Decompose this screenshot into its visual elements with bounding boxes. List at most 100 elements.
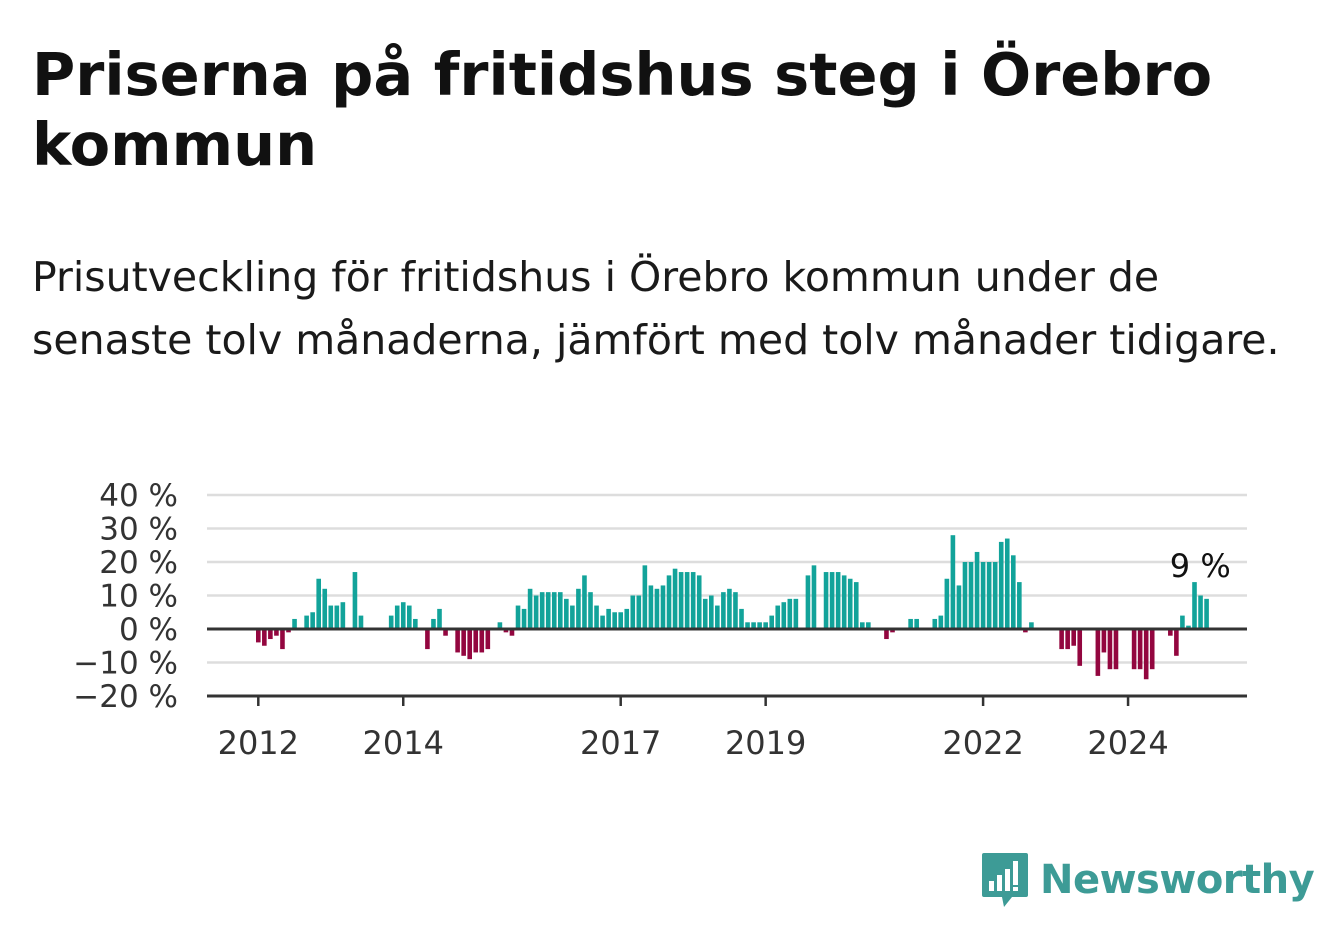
bar: [757, 622, 762, 629]
bar: [545, 592, 551, 629]
x-tick-label: 2017: [580, 724, 661, 762]
bar: [443, 629, 448, 636]
bar: [763, 622, 768, 629]
x-tick-label: 2014: [363, 724, 444, 762]
bar: [1071, 629, 1076, 646]
bar: [769, 615, 774, 629]
bar: [944, 578, 950, 629]
bar: [600, 615, 605, 629]
bar: [860, 622, 865, 629]
bar: [594, 605, 599, 629]
bar: [974, 551, 980, 629]
bar: [310, 612, 315, 629]
bar: [400, 602, 406, 629]
last-value-annotation: 9 %: [1170, 547, 1231, 585]
bar: [292, 618, 297, 629]
y-tick-label: 30 %: [99, 512, 178, 548]
bar: [1011, 555, 1016, 629]
brand-name: Newsworthy: [1040, 857, 1315, 903]
bar: [558, 592, 563, 629]
bar: [1192, 582, 1197, 629]
bar: [334, 605, 340, 629]
bar: [1004, 538, 1010, 629]
chart-title: Priserna på fritidshus steg i Örebro kom…: [32, 40, 1213, 179]
bar: [1077, 629, 1083, 666]
bar: [1168, 629, 1173, 636]
bar: [624, 608, 630, 629]
bar: [1131, 629, 1137, 670]
bar: [1023, 629, 1028, 633]
bar: [1059, 629, 1064, 650]
bar: [576, 588, 581, 629]
bar: [648, 585, 654, 629]
bar: [745, 622, 750, 629]
bar: [274, 629, 279, 636]
newsworthy-logo: Newsworthy: [980, 850, 1315, 910]
bar: [268, 629, 273, 640]
x-tick-label: 2019: [725, 724, 806, 762]
y-tick-label: 0 %: [119, 612, 178, 648]
bar: [835, 572, 841, 629]
bar: [739, 608, 744, 629]
bar: [256, 629, 261, 643]
y-tick-label: −20 %: [73, 679, 178, 715]
bar: [612, 612, 617, 629]
bar: [702, 598, 708, 629]
bar: [527, 588, 533, 629]
bar: [811, 565, 817, 629]
bar: [709, 595, 714, 629]
bar: [727, 588, 732, 629]
bar: [1029, 622, 1034, 629]
bar: [793, 598, 799, 629]
bar: [533, 595, 539, 629]
bar: [823, 572, 829, 629]
bar: [950, 535, 956, 629]
bar: [515, 605, 521, 629]
bar: [787, 598, 793, 629]
bar: [733, 592, 738, 629]
bar: [962, 562, 968, 629]
bar: [932, 618, 938, 629]
bar: [286, 629, 291, 633]
bar: [1107, 629, 1113, 670]
bar: [684, 572, 690, 629]
bar: [618, 612, 623, 629]
bar: [829, 572, 835, 629]
bar: [642, 565, 648, 629]
bar: [1101, 629, 1107, 653]
bar: [805, 575, 811, 629]
bar-chart: 40 %30 %20 %10 %0 %−10 %−20 % 2012 2014 20…: [73, 478, 1247, 762]
bar: [775, 605, 781, 629]
bar: [1095, 629, 1101, 676]
bar: [660, 585, 666, 629]
bar: [841, 575, 847, 629]
bar: [606, 608, 611, 629]
bar: [690, 572, 696, 629]
bar: [521, 608, 527, 629]
bar: [781, 602, 787, 629]
bar: [1065, 629, 1070, 650]
bar: [455, 629, 460, 653]
bar: [696, 575, 702, 629]
bar: [1198, 595, 1203, 629]
bar: [654, 588, 660, 629]
bar: [666, 575, 672, 629]
bar: [630, 595, 636, 629]
bar: [992, 562, 998, 629]
bar: [980, 562, 986, 629]
bar: [678, 572, 684, 629]
bar: [503, 629, 509, 633]
bar: [1017, 582, 1022, 629]
bar-chart-speech-bubble-icon: [982, 853, 1028, 907]
bar: [1113, 629, 1119, 670]
bar-series: [256, 535, 1209, 680]
bar: [431, 618, 436, 629]
bar: [1143, 629, 1149, 680]
bar: [551, 592, 557, 629]
bar: [956, 585, 962, 629]
bar: [1137, 629, 1143, 670]
bar: [564, 598, 569, 629]
bar: [672, 568, 678, 629]
y-tick-label: 40 %: [99, 478, 178, 514]
bar: [328, 605, 334, 629]
